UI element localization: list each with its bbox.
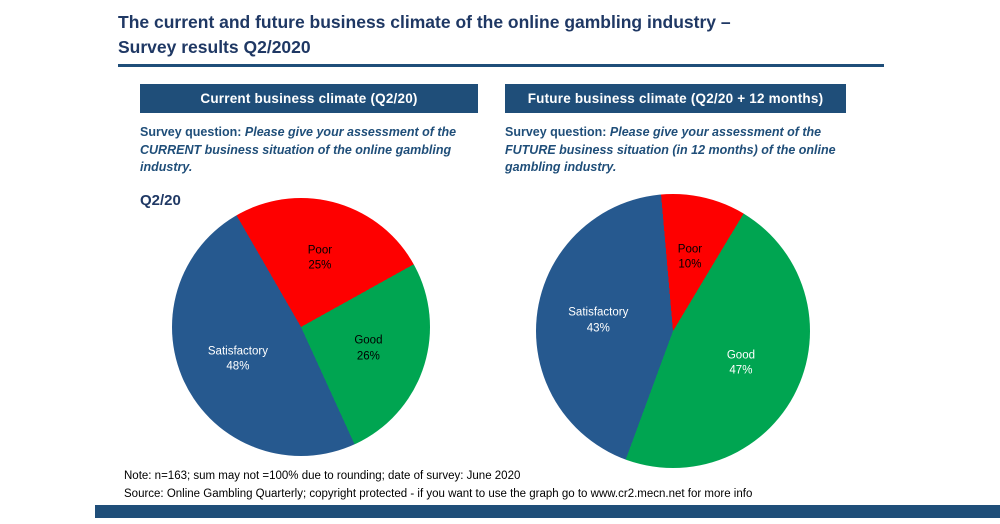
pie-slice-label-good: Good 26% [354,334,383,363]
title-divider [118,64,884,67]
period-label: Q2/20 [140,192,181,209]
page-title-line1: The current and future business climate … [118,12,731,32]
pie-slice-label-satisfactory: Satisfactory 48% [207,344,268,373]
page-title-line2: Survey results Q2/2020 [118,36,311,57]
survey-question-current-text: Please give your assessment of the CURRE… [140,125,457,174]
pie-slice-label-poor: Poor 10% [677,243,703,271]
pie-slice-label-satisfactory: Satisfactory 43% [568,306,629,335]
note-text: Note: n=163; sum may not =100% due to ro… [124,470,521,482]
bottom-bar [95,505,1000,518]
survey-question-future: Survey question: Please give your assess… [505,124,857,177]
page-title: The current and future business climate … [118,10,838,59]
survey-question-current: Survey question: Please give your assess… [140,124,475,177]
pie-slice-label-poor: Poor 25% [307,244,333,272]
source-text: Source: Online Gambling Quarterly; copyr… [124,488,753,500]
pie-chart-current: Poor 25% Good 26% Satisfactory 48% [172,198,430,456]
survey-question-future-label: Survey question: [505,125,607,139]
survey-question-current-label: Survey question: [140,125,242,139]
panel-header-future: Future business climate (Q2/20 + 12 mont… [505,84,846,113]
pie-chart-future: Poor 10% Good 47% Satisfactory 43% [536,194,810,468]
panel-header-current: Current business climate (Q2/20) [140,84,478,113]
survey-question-future-text: Please give your assessment of the FUTUR… [505,125,836,174]
pie-slice-label-good: Good 47% [726,349,756,377]
